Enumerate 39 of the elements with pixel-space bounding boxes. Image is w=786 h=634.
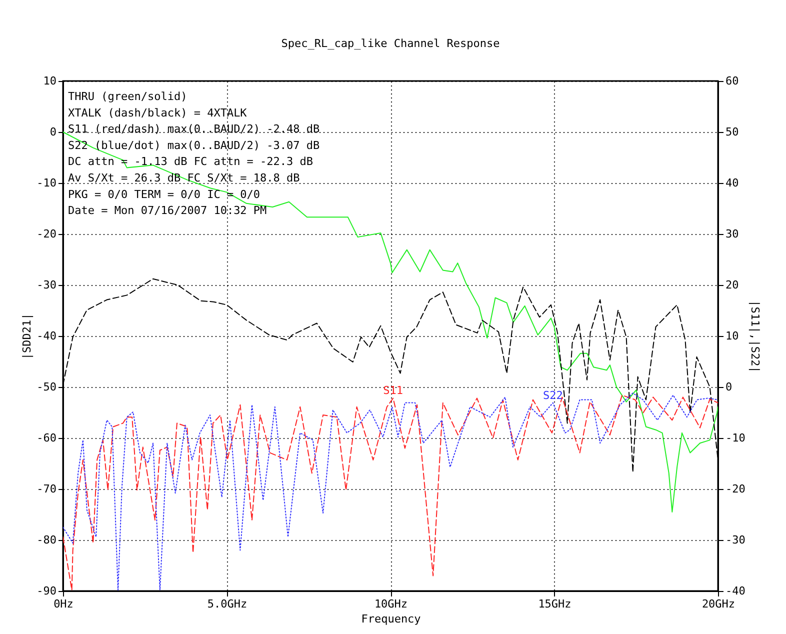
y-tick-label: -80 [36,534,56,546]
x-tick-label: 0Hz [54,598,74,610]
series-label: S22 [543,388,563,402]
y-tick-label: -70 [36,482,56,496]
y-tick-label: -30 [36,278,56,292]
y2-tick-label: 40 [726,176,739,190]
y2-tick-label: 10 [726,330,739,342]
x-tick-label: 5.0GHz [207,598,248,610]
annotation: THRU (green/solid) [68,90,188,103]
y-tick-label: -50 [36,380,56,394]
y2-tick-label: -20 [726,482,746,496]
chart-title: Spec_RL_cap_like Channel Response [281,37,500,50]
annotation: S22 (blue/dot) max(0..BAUD/2) -3.07 dB [68,138,320,152]
annotation: Date = Mon 07/16/2007 10:32 PM [68,204,268,218]
annotation: Av S/Xt = 26.3 dB FC S/Xt = 18.8 dB [68,172,300,184]
x-tick-label: 20GHz [702,598,736,610]
x-tick-label: 15GHz [538,598,572,610]
y-tick-label: -40 [36,330,56,342]
y2-tick-label: 50 [726,126,739,138]
y-axis-title: |SDD21| [20,313,34,360]
y2-tick-label: -10 [726,432,746,444]
y-tick-label: -90 [36,584,56,598]
y-tick-label: -60 [36,432,56,444]
x-axis-title: Frequency [361,612,422,626]
annotation: S11 (red/dash) max(0..BAUD/2) -2.48 dB [68,122,320,136]
y2-tick-label: 30 [726,228,739,240]
y2-tick-label: 0 [726,380,732,394]
y2-tick-label: -40 [726,584,746,598]
y-tick-label: -20 [36,228,56,240]
series-label: S11 [383,384,404,398]
x-tick-label: 10GHz [374,598,408,610]
annotation: XTALK (dash/black) = 4XTALK [68,106,248,120]
y-tick-label: 10 [43,74,56,88]
y-tick-label: -10 [36,176,56,190]
y2-tick-label: 20 [726,278,739,292]
y2-tick-label: 60 [726,74,739,88]
y2-axis-title: |S11|,|S22| [748,300,762,373]
y2-tick-label: -30 [726,534,746,546]
y-tick-label: 0 [50,126,56,138]
